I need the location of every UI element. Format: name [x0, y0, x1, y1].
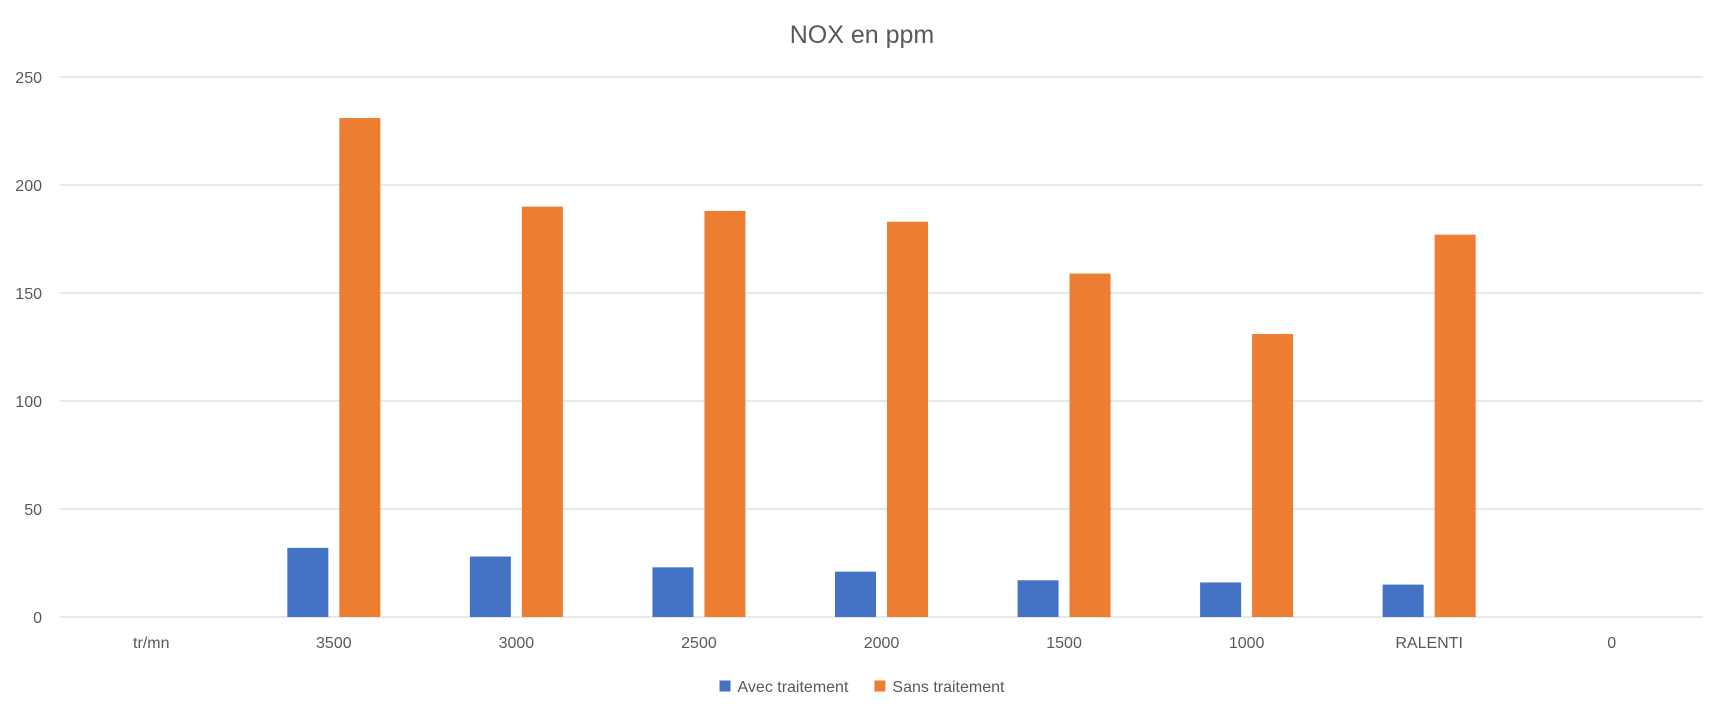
bar-sans-traitement-3500 [339, 118, 381, 617]
bar-avec-traitement-3500 [287, 547, 329, 617]
y-tick-label: 250 [15, 70, 42, 87]
bar-sans-traitement-1000 [1252, 334, 1294, 617]
x-tick-label: 2500 [681, 635, 717, 652]
bar-sans-traitement-1500 [1069, 273, 1111, 617]
x-tick-label: tr/mn [133, 635, 169, 652]
legend-swatch-sans-traitement [874, 680, 886, 692]
x-tick-label: 2000 [864, 635, 900, 652]
x-tick-label: 3500 [316, 635, 352, 652]
x-tick-label: 3000 [499, 635, 535, 652]
y-tick-label: 100 [15, 394, 42, 411]
y-tick-label: 0 [33, 610, 42, 627]
y-tick-label: 50 [24, 502, 42, 519]
x-tick-label: 1500 [1046, 635, 1082, 652]
y-axis-ticks: 0 50 100 150 200 250 [15, 70, 42, 627]
legend-label: Sans traitement [892, 679, 1005, 696]
chart-title: NOX en ppm [790, 21, 935, 49]
x-tick-label: RALENTI [1395, 635, 1463, 652]
bar-sans-traitement-3000 [521, 206, 563, 617]
bar-avec-traitement-2000 [835, 571, 876, 617]
bar-sans-traitement-2000 [887, 221, 928, 617]
bar-avec-traitement-2500 [652, 567, 694, 617]
y-tick-label: 200 [15, 178, 42, 195]
bars [287, 118, 1476, 618]
bar-sans-traitement-2500 [704, 210, 746, 618]
bar-avec-traitement-3000 [469, 556, 511, 617]
x-tick-label: 1000 [1229, 635, 1265, 652]
x-axis-ticks: tr/mn 3500 3000 2500 2000 1500 1000 RALENTI 0 [133, 635, 1616, 652]
bar-avec-traitement-ralenti [1382, 584, 1424, 617]
gridlines [60, 76, 1703, 618]
legend: Avec traitement Sans traitement [719, 679, 1005, 696]
y-tick-label: 150 [15, 286, 42, 303]
bar-avec-traitement-1000 [1200, 582, 1242, 617]
legend-label: Avec traitement [738, 679, 849, 696]
legend-swatch-avec-traitement [719, 680, 731, 692]
x-tick-label: 0 [1607, 635, 1616, 652]
bar-avec-traitement-1500 [1017, 580, 1059, 617]
bar-sans-traitement-ralenti [1434, 234, 1476, 617]
